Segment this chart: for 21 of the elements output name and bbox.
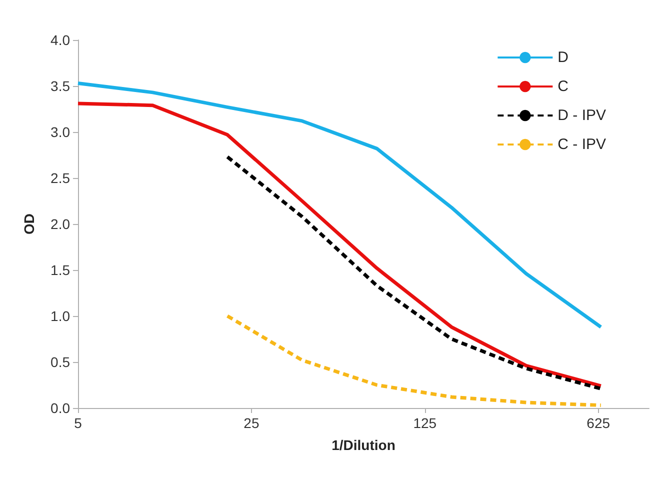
line-series [226, 155, 603, 390]
y-tick-label: 1.0 [50, 308, 70, 324]
y-tick-label: 2.5 [50, 170, 70, 186]
x-tick-label: 5 [74, 415, 82, 431]
y-tick-label: 3.0 [50, 124, 70, 140]
legend-label: C - IPV [558, 136, 606, 153]
y-tick-label: 2.0 [50, 216, 70, 232]
legend-label: D - IPV [558, 107, 606, 124]
y-tick-label: 3.5 [50, 78, 70, 94]
legend-label: C [558, 78, 569, 95]
x-axis-title: 1/Dilution [332, 437, 396, 453]
y-tick-label: 1.5 [50, 262, 70, 278]
y-tick-label: 0.0 [50, 400, 70, 416]
x-tick-label: 625 [586, 415, 610, 431]
line-series [226, 314, 603, 407]
y-tick-label: 0.5 [50, 354, 70, 370]
x-tick-label: 25 [244, 415, 260, 431]
y-tick-label: 4.0 [50, 32, 70, 48]
legend-label: D [558, 49, 569, 66]
y-axis-title: OD [21, 214, 37, 234]
x-tick-label: 125 [413, 415, 437, 431]
